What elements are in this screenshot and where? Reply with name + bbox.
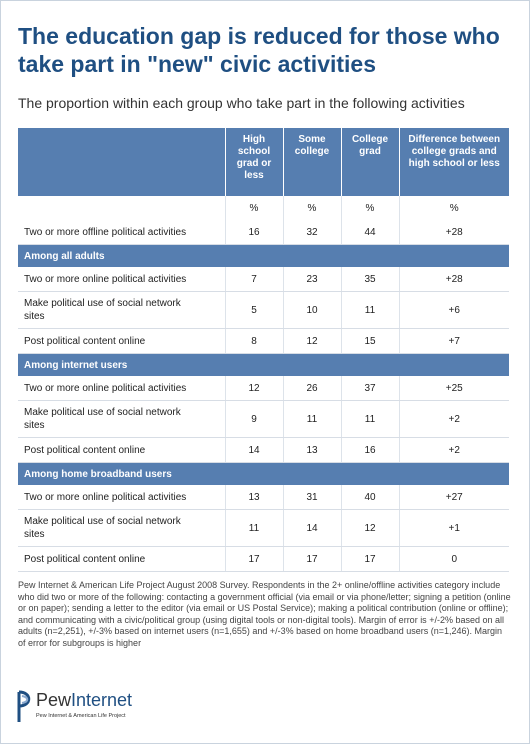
section-header-row: Among all adults xyxy=(18,244,509,267)
logo-tagline: Pew Internet & American Life Project xyxy=(36,713,126,719)
value-difference: +7 xyxy=(399,328,509,354)
header-row: High school grad or less Some college Co… xyxy=(18,128,509,196)
section-header-row: Among home broadband users xyxy=(18,462,509,485)
table-row: Post political content online 8 12 15 +7 xyxy=(18,328,509,354)
row-label: Make political use of social network sit… xyxy=(18,400,226,438)
value-college: 37 xyxy=(341,376,400,401)
value-college: 35 xyxy=(341,267,400,292)
unit-cell: % xyxy=(341,196,400,220)
logo-word-internet: Internet xyxy=(71,690,133,710)
table-row: Make political use of social network sit… xyxy=(18,509,509,547)
row-label: Make political use of social network sit… xyxy=(18,509,226,547)
section-label: Among home broadband users xyxy=(18,462,509,485)
value-difference: +2 xyxy=(399,437,509,463)
value-college: 11 xyxy=(341,400,400,438)
value-difference: +2 xyxy=(399,400,509,438)
value-difference: +6 xyxy=(399,291,509,329)
value-difference: +28 xyxy=(399,220,509,245)
table-row: Two or more offline political activities… xyxy=(18,220,509,245)
value-some-college: 32 xyxy=(283,220,342,245)
value-difference: +1 xyxy=(399,509,509,547)
value-some-college: 31 xyxy=(283,485,342,510)
row-label: Two or more online political activities xyxy=(18,267,226,292)
chart-subtitle: The proportion within each group who tak… xyxy=(18,95,465,111)
table-row: Make political use of social network sit… xyxy=(18,400,509,438)
unit-cell: % xyxy=(449,202,459,214)
row-label: Make political use of social network sit… xyxy=(18,291,226,329)
table-row: Two or more online political activities 7… xyxy=(18,267,509,292)
data-table: High school grad or less Some college Co… xyxy=(18,128,509,572)
column-header-hs: High school grad or less xyxy=(225,128,284,196)
column-header-some-college: Some college xyxy=(283,128,342,196)
value-some-college: 23 xyxy=(283,267,342,292)
pew-internet-logo: PewInternet Pew Internet & American Life… xyxy=(16,688,176,728)
value-some-college: 17 xyxy=(283,546,342,572)
pew-logo-icon xyxy=(17,690,31,722)
value-hs: 5 xyxy=(225,291,284,329)
value-difference: +28 xyxy=(399,267,509,292)
value-difference: +27 xyxy=(399,485,509,510)
value-college: 17 xyxy=(341,546,400,572)
column-header-difference: Difference between college grads and hig… xyxy=(399,128,509,196)
value-college: 40 xyxy=(341,485,400,510)
value-hs: 16 xyxy=(225,220,284,245)
value-some-college: 12 xyxy=(283,328,342,354)
value-some-college: 10 xyxy=(283,291,342,329)
logo-wordmark: PewInternet xyxy=(36,690,132,711)
table-row: Post political content online 14 13 16 +2 xyxy=(18,437,509,463)
table-row: Make political use of social network sit… xyxy=(18,291,509,329)
section-header-row: Among internet users xyxy=(18,353,509,376)
unit-cell: % xyxy=(283,196,342,220)
value-college: 12 xyxy=(341,509,400,547)
logo-word-pew: Pew xyxy=(36,690,72,710)
chart-title: The education gap is reduced for those w… xyxy=(18,23,500,77)
row-label: Two or more online political activities xyxy=(18,485,226,510)
section-label: Among all adults xyxy=(18,244,509,267)
value-difference: +25 xyxy=(399,376,509,401)
value-hs: 12 xyxy=(225,376,284,401)
column-header-label xyxy=(18,128,226,196)
value-college: 15 xyxy=(341,328,400,354)
value-hs: 13 xyxy=(225,485,284,510)
value-difference: 0 xyxy=(399,546,509,572)
table-row: Post political content online 17 17 17 0 xyxy=(18,546,509,572)
units-row: % % % % xyxy=(18,196,509,220)
value-some-college: 13 xyxy=(283,437,342,463)
value-college: 11 xyxy=(341,291,400,329)
value-college: 16 xyxy=(341,437,400,463)
row-label: Two or more online political activities xyxy=(18,376,226,401)
unit-cell xyxy=(18,196,226,220)
table-row: Two or more online political activities 1… xyxy=(18,376,509,401)
row-label: Two or more offline political activities xyxy=(18,220,226,245)
column-header-college: College grad xyxy=(341,128,400,196)
value-hs: 7 xyxy=(225,267,284,292)
row-label: Post political content online xyxy=(18,328,226,354)
row-label: Post political content online xyxy=(18,437,226,463)
value-some-college: 11 xyxy=(283,400,342,438)
value-some-college: 14 xyxy=(283,509,342,547)
footnote: Pew Internet & American Life Project Aug… xyxy=(18,580,511,648)
value-hs: 11 xyxy=(225,509,284,547)
unit-cell: % xyxy=(225,196,284,220)
value-college: 44 xyxy=(341,220,400,245)
table-row: Two or more online political activities 1… xyxy=(18,485,509,510)
row-label: Post political content online xyxy=(18,546,226,572)
value-hs: 8 xyxy=(225,328,284,354)
table-body: Two or more offline political activities… xyxy=(18,220,509,572)
value-hs: 9 xyxy=(225,400,284,438)
value-some-college: 26 xyxy=(283,376,342,401)
section-label: Among internet users xyxy=(18,353,509,376)
value-hs: 14 xyxy=(225,437,284,463)
value-hs: 17 xyxy=(225,546,284,572)
